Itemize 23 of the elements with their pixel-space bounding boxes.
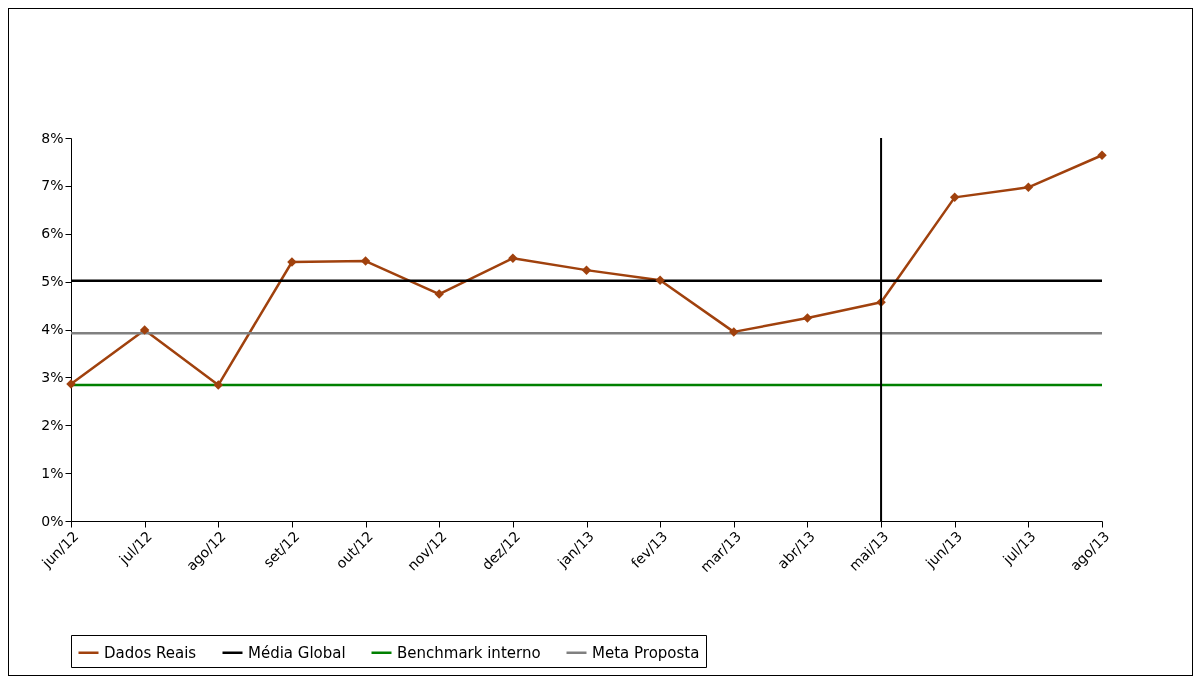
point (581, 265, 592, 275)
y-tick-label: 4% (41, 321, 64, 337)
point (434, 289, 444, 299)
y-tick-label: 6% (41, 225, 64, 242)
point (139, 325, 150, 335)
y-tick-label: 1% (41, 464, 64, 481)
point (729, 327, 739, 337)
point (508, 253, 518, 263)
legend-label: Meta Proposta (592, 643, 700, 662)
y-tick-label: 0% (41, 512, 64, 529)
y-tick-label: 2% (41, 416, 64, 433)
point (1023, 182, 1034, 193)
legend-label: Dados Reais (104, 643, 197, 662)
y-tick-label: 8% (41, 129, 64, 146)
point (655, 275, 665, 285)
point (949, 192, 960, 203)
legend-label: Benchmark interno (397, 643, 541, 662)
legend-label: Média Global (248, 643, 346, 662)
y-tick-label: 3% (41, 368, 64, 385)
point (802, 313, 813, 323)
point (213, 380, 224, 390)
y-tick-label: 5% (41, 273, 64, 290)
y-tick-label: 7% (41, 177, 64, 194)
